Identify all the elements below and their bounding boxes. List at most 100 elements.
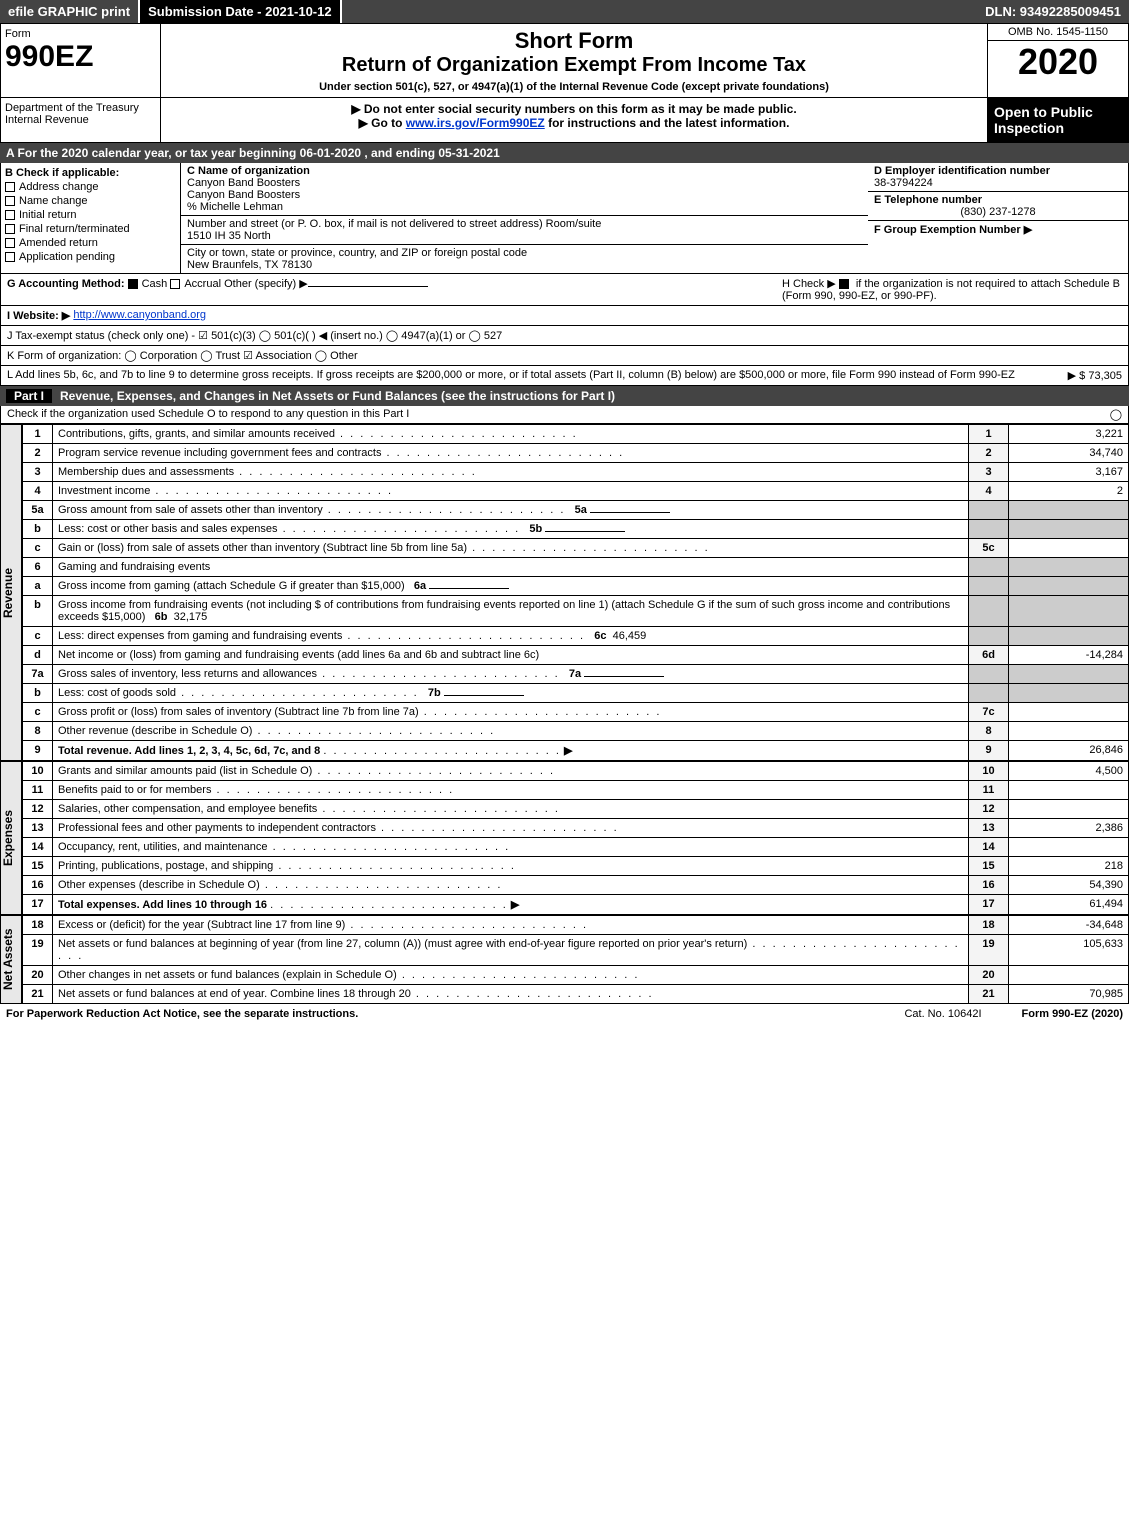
- row-4: 4Investment income42: [23, 482, 1129, 501]
- box-b: B Check if applicable: Address change Na…: [1, 163, 181, 273]
- revenue-sidebar: Revenue: [0, 424, 22, 761]
- row-2: 2Program service revenue including gover…: [23, 444, 1129, 463]
- netassets-section: Net Assets 18Excess or (deficit) for the…: [0, 915, 1129, 1004]
- part-1-title: Revenue, Expenses, and Changes in Net As…: [60, 389, 615, 403]
- row-13: 13Professional fees and other payments t…: [23, 819, 1129, 838]
- netassets-sidebar: Net Assets: [0, 915, 22, 1004]
- ein: 38-3794224: [874, 177, 933, 189]
- expenses-sidebar: Expenses: [0, 761, 22, 915]
- dept-label: Department of the Treasury Internal Reve…: [1, 98, 161, 142]
- chk-application-pending[interactable]: [5, 252, 15, 262]
- row-7a: 7aGross sales of inventory, less returns…: [23, 665, 1129, 684]
- city-state-zip: New Braunfels, TX 78130: [187, 259, 312, 271]
- phone: (830) 237-1278: [874, 206, 1122, 218]
- form-label: Form: [5, 28, 156, 40]
- netassets-table: 18Excess or (deficit) for the year (Subt…: [22, 915, 1129, 1004]
- expenses-section: Expenses 10Grants and similar amounts pa…: [0, 761, 1129, 915]
- form-ref: Form 990-EZ (2020): [1022, 1008, 1123, 1020]
- omb-number: OMB No. 1545-1150: [988, 24, 1128, 41]
- city-label: City or town, state or province, country…: [187, 247, 527, 259]
- row-21: 21Net assets or fund balances at end of …: [23, 985, 1129, 1004]
- line-i: I Website: ▶ http://www.canyonband.org: [0, 306, 1129, 326]
- row-7b: bLess: cost of goods sold 7b: [23, 684, 1129, 703]
- gh-row: G Accounting Method: Cash Accrual Other …: [0, 274, 1129, 306]
- ssn-warning: ▶ Do not enter social security numbers o…: [165, 102, 983, 116]
- chk-schedule-b[interactable]: [839, 279, 849, 289]
- line-k: K Form of organization: ◯ Corporation ◯ …: [0, 346, 1129, 366]
- row-11: 11Benefits paid to or for members11: [23, 781, 1129, 800]
- row-6: 6Gaming and fundraising events: [23, 558, 1129, 577]
- row-5c: cGain or (loss) from sale of assets othe…: [23, 539, 1129, 558]
- chk-cash[interactable]: [128, 279, 138, 289]
- row-6d: dNet income or (loss) from gaming and fu…: [23, 646, 1129, 665]
- row-7c: cGross profit or (loss) from sales of in…: [23, 703, 1129, 722]
- section-subline: Under section 501(c), 527, or 4947(a)(1)…: [165, 81, 983, 93]
- box-d: D Employer identification number 38-3794…: [868, 163, 1128, 273]
- gross-receipts-value: ▶ $ 73,305: [1068, 369, 1122, 382]
- paperwork-notice: For Paperwork Reduction Act Notice, see …: [6, 1008, 358, 1020]
- line-a: A For the 2020 calendar year, or tax yea…: [0, 143, 1129, 163]
- chk-accrual[interactable]: [170, 279, 180, 289]
- row-12: 12Salaries, other compensation, and empl…: [23, 800, 1129, 819]
- d-label: D Employer identification number: [874, 165, 1050, 177]
- f-label: F Group Exemption Number ▶: [874, 224, 1032, 236]
- row-6a: aGross income from gaming (attach Schedu…: [23, 577, 1129, 596]
- chk-amended-return[interactable]: [5, 238, 15, 248]
- chk-final-return[interactable]: [5, 224, 15, 234]
- part-1-header: Part I Revenue, Expenses, and Changes in…: [0, 386, 1129, 406]
- row-9: 9Total revenue. Add lines 1, 2, 3, 4, 5c…: [23, 741, 1129, 761]
- expenses-table: 10Grants and similar amounts paid (list …: [22, 761, 1129, 915]
- revenue-section: Revenue 1Contributions, gifts, grants, a…: [0, 424, 1129, 761]
- row-1: 1Contributions, gifts, grants, and simil…: [23, 425, 1129, 444]
- row-18: 18Excess or (deficit) for the year (Subt…: [23, 916, 1129, 935]
- cat-no: Cat. No. 10642I: [904, 1008, 981, 1020]
- bcd-row: B Check if applicable: Address change Na…: [0, 163, 1129, 274]
- addr-label: Number and street (or P. O. box, if mail…: [187, 218, 601, 230]
- part-1-check-line: Check if the organization used Schedule …: [0, 406, 1129, 424]
- form-header: Form 990EZ Short Form Return of Organiza…: [0, 23, 1129, 98]
- website-link[interactable]: http://www.canyonband.org: [73, 309, 206, 322]
- e-label: E Telephone number: [874, 194, 982, 206]
- dept-row: Department of the Treasury Internal Reve…: [0, 98, 1129, 143]
- row-19: 19Net assets or fund balances at beginni…: [23, 935, 1129, 966]
- row-8: 8Other revenue (describe in Schedule O)8: [23, 722, 1129, 741]
- top-bar: efile GRAPHIC print Submission Date - 20…: [0, 0, 1129, 23]
- street-address: 1510 IH 35 North: [187, 230, 271, 242]
- short-form-title: Short Form: [165, 28, 983, 54]
- org-name-1: Canyon Band Boosters: [187, 177, 300, 189]
- chk-initial-return[interactable]: [5, 210, 15, 220]
- part-1-label: Part I: [6, 389, 52, 403]
- other-specify-input[interactable]: [308, 286, 428, 287]
- line-h: H Check ▶ if the organization is not req…: [782, 277, 1122, 302]
- line-l: L Add lines 5b, 6c, and 7b to line 9 to …: [0, 366, 1129, 386]
- form-number: 990EZ: [5, 40, 156, 74]
- row-20: 20Other changes in net assets or fund ba…: [23, 966, 1129, 985]
- b-label: B Check if applicable:: [5, 167, 176, 179]
- submission-date: Submission Date - 2021-10-12: [140, 0, 342, 23]
- row-17: 17Total expenses. Add lines 10 through 1…: [23, 895, 1129, 915]
- row-16: 16Other expenses (describe in Schedule O…: [23, 876, 1129, 895]
- row-15: 15Printing, publications, postage, and s…: [23, 857, 1129, 876]
- row-10: 10Grants and similar amounts paid (list …: [23, 762, 1129, 781]
- row-6c: cLess: direct expenses from gaming and f…: [23, 627, 1129, 646]
- care-of: % Michelle Lehman: [187, 201, 283, 213]
- irs-link[interactable]: www.irs.gov/Form990EZ: [406, 116, 545, 130]
- row-6b: bGross income from fundraising events (n…: [23, 596, 1129, 627]
- c-label: C Name of organization: [187, 165, 310, 177]
- chk-name-change[interactable]: [5, 196, 15, 206]
- chk-address-change[interactable]: [5, 182, 15, 192]
- org-name-2: Canyon Band Boosters: [187, 189, 300, 201]
- footer: For Paperwork Reduction Act Notice, see …: [0, 1004, 1129, 1024]
- line-g: G Accounting Method: Cash Accrual Other …: [7, 277, 782, 302]
- row-5b: bLess: cost or other basis and sales exp…: [23, 520, 1129, 539]
- row-3: 3Membership dues and assessments33,167: [23, 463, 1129, 482]
- return-title: Return of Organization Exempt From Incom…: [165, 54, 983, 77]
- row-14: 14Occupancy, rent, utilities, and mainte…: [23, 838, 1129, 857]
- box-c: C Name of organization Canyon Band Boost…: [181, 163, 868, 273]
- tax-year: 2020: [988, 41, 1128, 83]
- instructions-line: ▶ Go to www.irs.gov/Form990EZ for instru…: [165, 116, 983, 130]
- dln-label: DLN: 93492285009451: [977, 0, 1129, 23]
- efile-label: efile GRAPHIC print: [0, 0, 140, 23]
- revenue-table: 1Contributions, gifts, grants, and simil…: [22, 424, 1129, 761]
- open-public-badge: Open to Public Inspection: [988, 98, 1128, 142]
